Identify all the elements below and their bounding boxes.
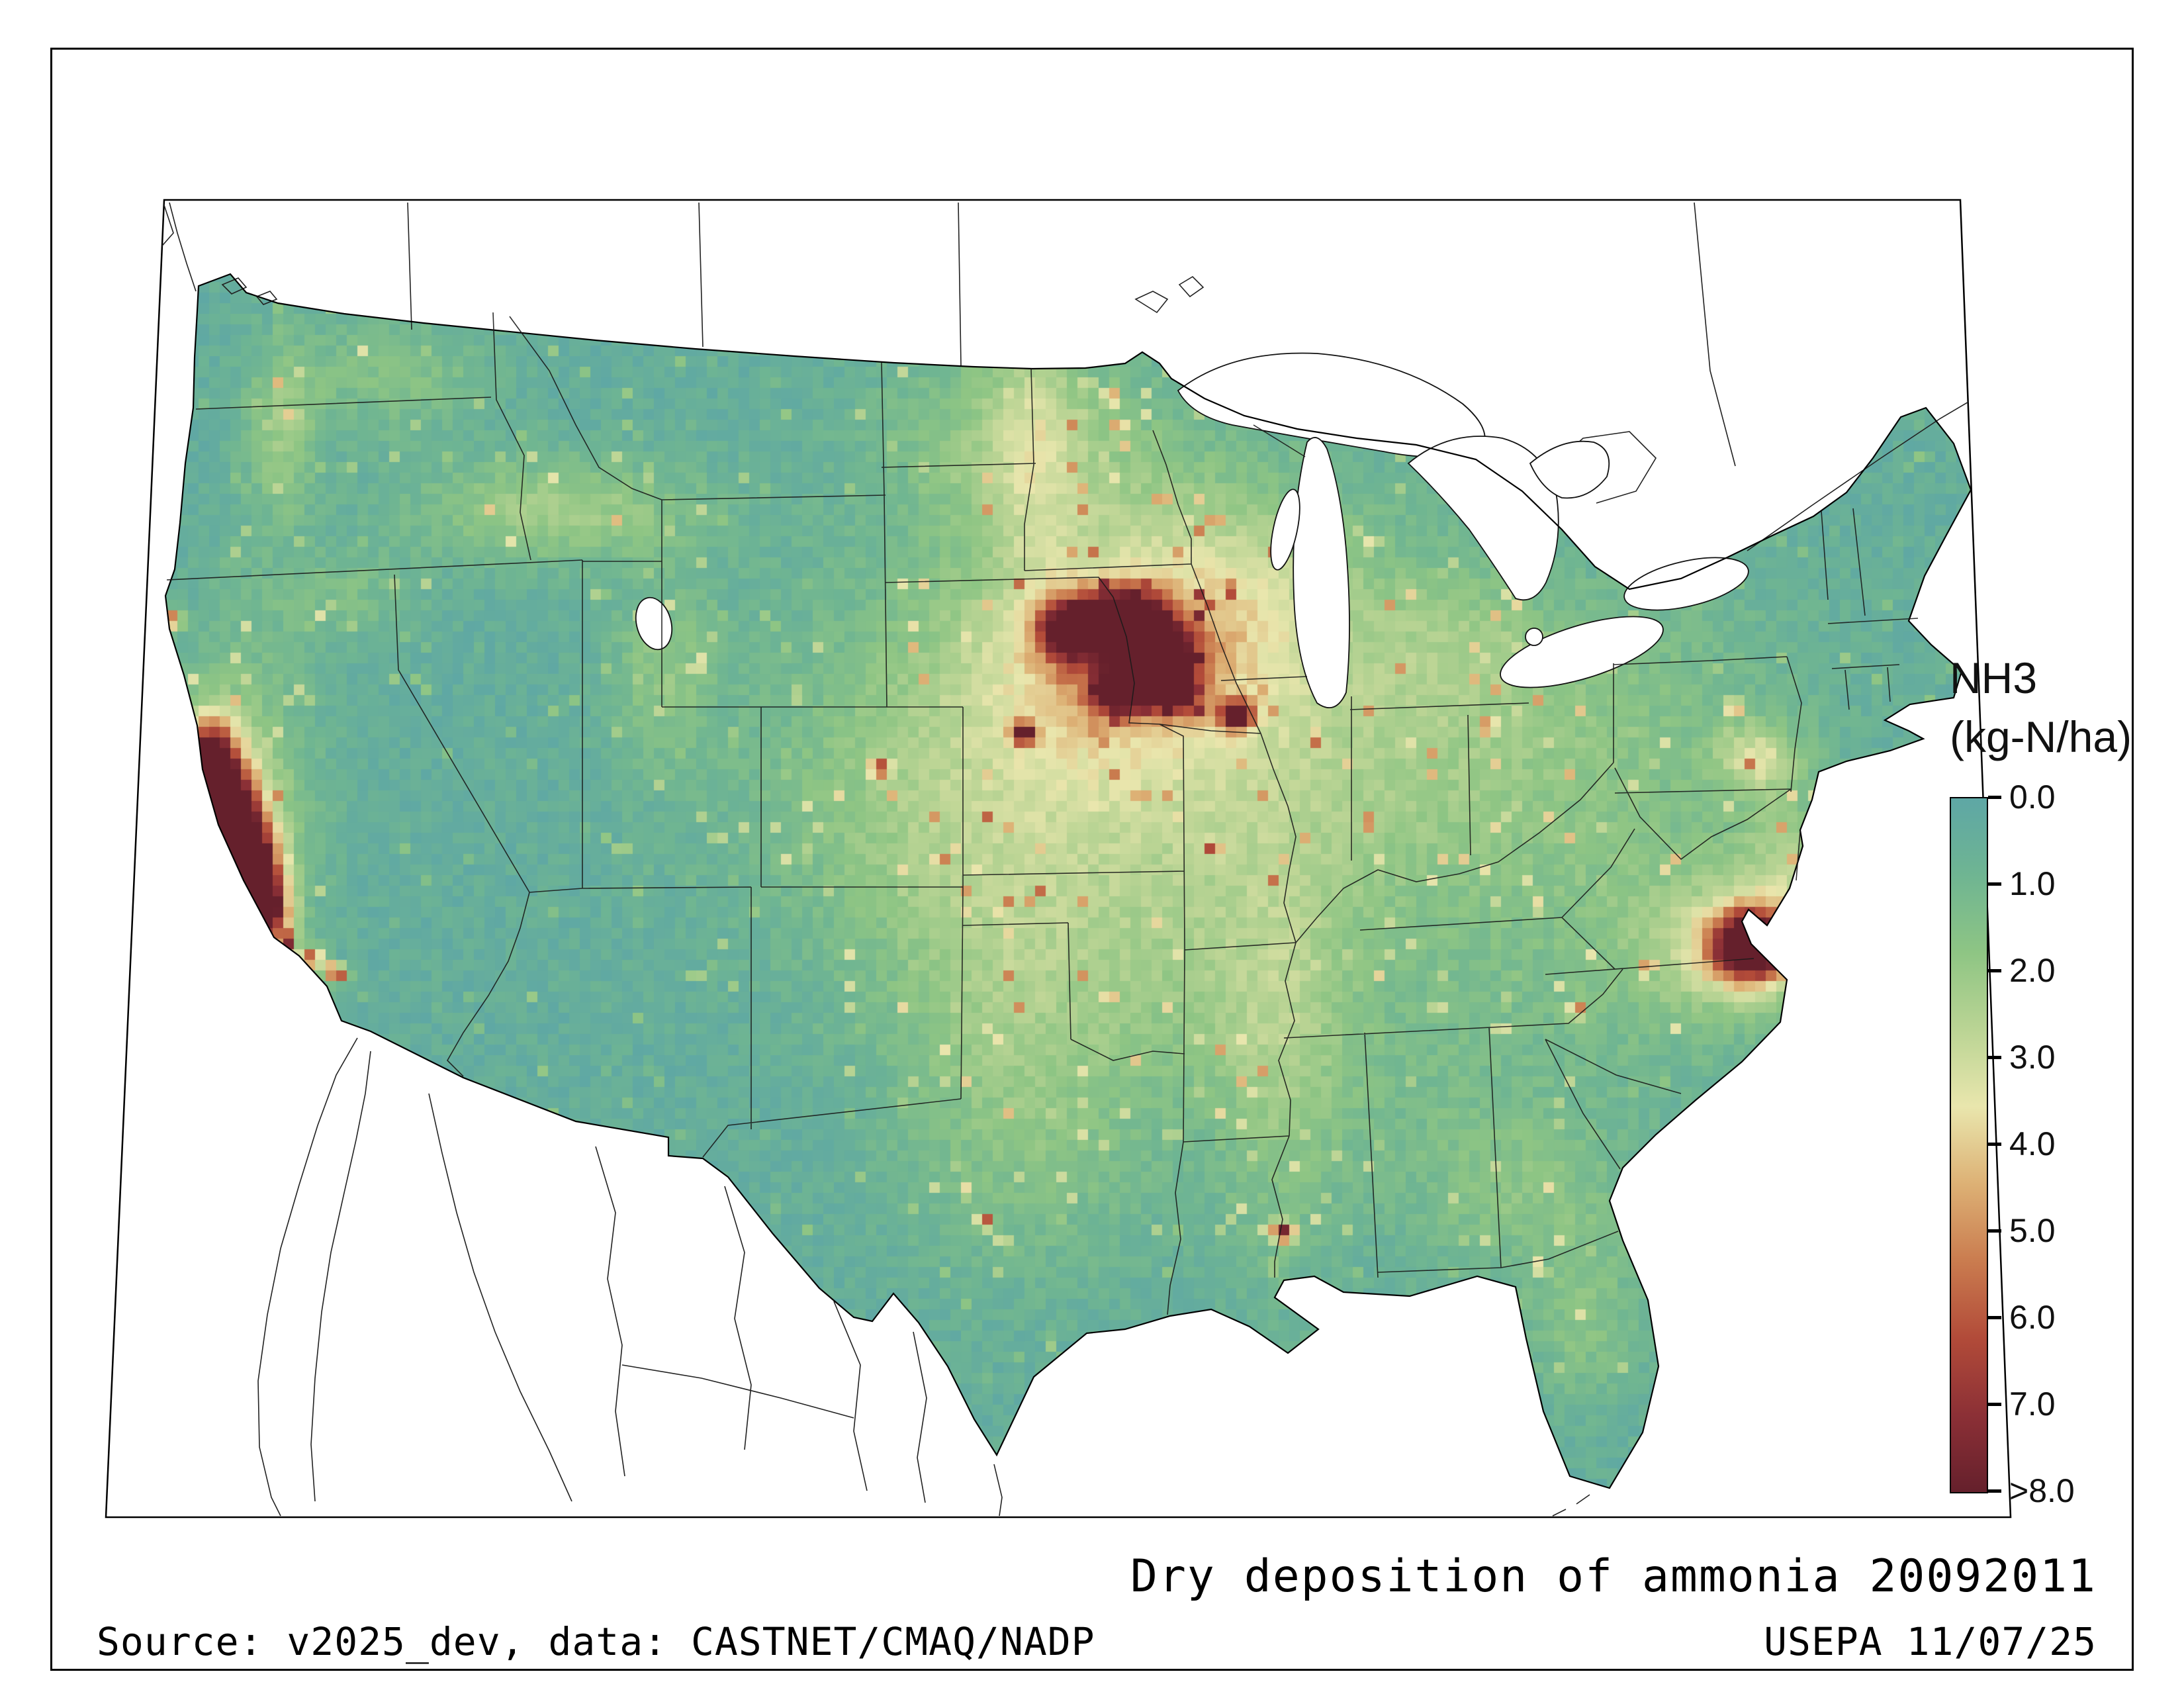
agency-credit: USEPA 11/07/25 [1764, 1619, 2097, 1664]
us-outline [164, 273, 1972, 1489]
great-salt-lake [635, 596, 673, 651]
legend-tick-label: 7.0 [2009, 1385, 2056, 1423]
lake-huron [1407, 436, 1559, 601]
legend-tick: 7.0 [1988, 1385, 2056, 1423]
state-boundaries [166, 312, 1919, 1315]
legend-tick: 0.0 [1988, 778, 2056, 816]
legend-subtitle: (kg-N/ha) [1950, 712, 2132, 762]
legend-tick: 1.0 [1988, 865, 2056, 903]
legend-tick-label: 4.0 [2009, 1125, 2056, 1163]
legend-tick-label: 0.0 [2009, 778, 2056, 816]
legend-title: NH3 [1950, 653, 2038, 702]
legend-tick: >8.0 [1988, 1472, 2075, 1510]
georgian-bay [1529, 440, 1610, 499]
legend-tick-label: 5.0 [2009, 1212, 2056, 1250]
colorbar-wrap: 0.0 1.0 2.0 3.0 4.0 5.0 6.0 7.0 >8.0 [1950, 778, 2181, 1509]
legend-tick-label: >8.0 [2009, 1472, 2075, 1510]
legend-tick-dash [1988, 1055, 2001, 1059]
legend-tick: 3.0 [1988, 1038, 2056, 1076]
legend-tick-dash [1988, 795, 2001, 799]
legend-tick-dash [1988, 1315, 2001, 1319]
legend: NH3 (kg-N/ha) 0.0 1.0 2.0 3.0 4.0 5.0 6.0 7.0 >8… [1950, 649, 2181, 1509]
canada-borders [137, 200, 2011, 697]
mexico-borders [257, 1037, 1003, 1517]
domain-boundary [105, 199, 2012, 1519]
legend-tick: 2.0 [1988, 951, 2056, 990]
lake-ontario [1623, 557, 1749, 611]
lake-michigan [1293, 437, 1350, 709]
legend-tick: 5.0 [1988, 1211, 2056, 1250]
legend-tick-label: 1.0 [2009, 865, 2056, 903]
legend-tick: 4.0 [1988, 1125, 2056, 1163]
figure-border [50, 48, 2134, 1671]
coastal-islands [221, 277, 1590, 1517]
great-lakes [635, 352, 1749, 709]
legend-tick-dash [1988, 882, 2001, 886]
legend-tick-label: 6.0 [2009, 1299, 2056, 1336]
green-bay [1270, 489, 1300, 571]
legend-tick-dash [1988, 1402, 2001, 1406]
lake-erie [1500, 616, 1664, 688]
legend-tick-dash [1988, 1142, 2001, 1146]
legend-tick: 6.0 [1988, 1298, 2056, 1336]
legend-tick-label: 2.0 [2009, 952, 2056, 990]
map-title: Dry deposition of ammonia 20092011 [1130, 1550, 2097, 1603]
lake-st-clair [1525, 628, 1543, 646]
legend-tick-dash [1988, 1489, 2001, 1493]
source-credit: Source: v2025_dev, data: CASTNET/CMAQ/NA… [97, 1619, 1095, 1664]
legend-tick-label: 3.0 [2009, 1039, 2056, 1076]
legend-tick-dash [1988, 1229, 2001, 1233]
legend-tick-dash [1988, 968, 2001, 972]
colorbar [1950, 797, 1988, 1494]
